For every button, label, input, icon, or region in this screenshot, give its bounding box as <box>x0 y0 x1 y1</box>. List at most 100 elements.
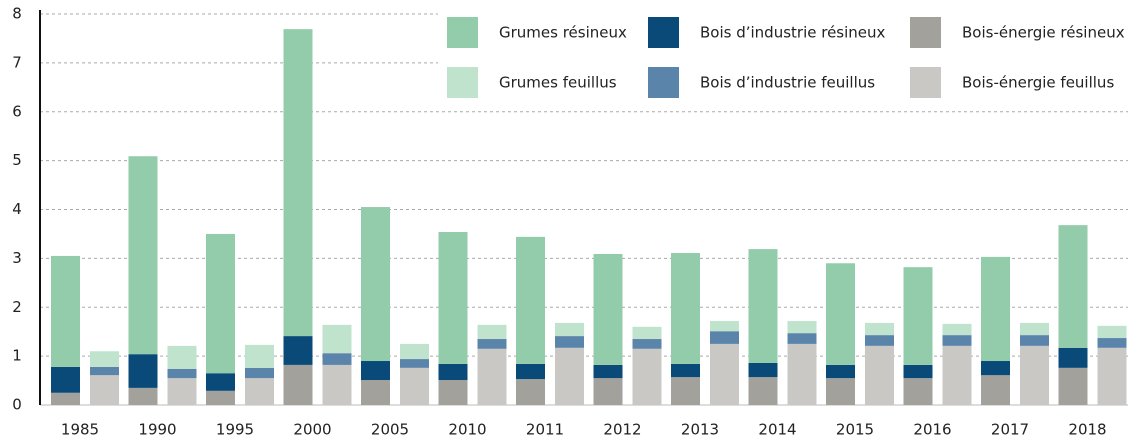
bar-segment <box>671 363 700 378</box>
bar-segment <box>903 267 933 365</box>
bar-segment <box>400 359 429 368</box>
y-tick-label: 5 <box>12 151 22 169</box>
bar-segment <box>748 377 778 405</box>
bar-segment <box>90 351 119 367</box>
bar-segment <box>1020 335 1049 346</box>
bar-segment <box>710 343 739 405</box>
y-tick-label: 8 <box>12 5 22 23</box>
bar-segment <box>128 387 158 405</box>
bar-segment <box>51 366 80 393</box>
x-tick-label: 1985 <box>61 421 99 439</box>
bar-segment <box>593 364 623 379</box>
bar-segment <box>555 347 584 405</box>
bar-segment <box>748 362 778 378</box>
bar-segment <box>90 375 119 405</box>
bar-segment <box>1097 325 1127 339</box>
bar-segment <box>90 366 119 376</box>
bar-segment <box>322 353 352 365</box>
x-tick-label: 1995 <box>216 421 254 439</box>
bar-segment <box>438 363 468 381</box>
bar-segment <box>981 375 1010 405</box>
bar-segment <box>593 253 623 365</box>
bar-segment <box>981 361 1010 376</box>
y-tick-label: 7 <box>12 53 22 71</box>
legend-label: Bois d’industrie résineux <box>700 24 886 42</box>
bar-segment <box>865 322 894 336</box>
bar-segment <box>942 335 972 346</box>
x-tick-label: 2017 <box>991 421 1029 439</box>
bar-segment <box>128 156 158 355</box>
legend-swatch <box>447 67 478 98</box>
bar-segment <box>710 320 739 332</box>
x-tick-label: 2000 <box>293 421 331 439</box>
bar-segment <box>128 354 158 388</box>
bar-segment <box>516 363 545 380</box>
bar-segment <box>206 390 235 405</box>
legend-swatch <box>910 17 941 48</box>
bar-segment <box>865 345 894 405</box>
bar-segment <box>826 378 855 405</box>
bar-segment <box>400 343 429 360</box>
bar-segment <box>1020 322 1049 336</box>
bar-segment <box>283 29 313 337</box>
legend-swatch <box>648 17 679 48</box>
bar-segment <box>710 331 739 344</box>
bar-segment <box>1058 367 1088 405</box>
bar-segment <box>361 380 390 405</box>
y-tick-label: 4 <box>12 200 22 218</box>
bar-segment <box>865 335 894 346</box>
x-tick-label: 2018 <box>1068 421 1106 439</box>
x-tick-label: 2016 <box>913 421 951 439</box>
bar-segment <box>206 233 235 374</box>
bar-segment <box>1097 347 1127 405</box>
bar-segment <box>671 252 700 364</box>
bar-segment <box>322 364 352 405</box>
bar-segment <box>748 249 778 363</box>
legend-label: Bois-énergie feuillus <box>962 74 1114 92</box>
bar-segment <box>1058 225 1088 348</box>
legend-background <box>438 8 1133 106</box>
bar-segment <box>1097 338 1127 348</box>
y-tick-label: 1 <box>12 347 22 365</box>
bar-segment <box>632 326 662 340</box>
legend-label: Bois d’industrie feuillus <box>700 74 875 92</box>
y-tick-label: 3 <box>12 249 22 267</box>
bar-segment <box>167 345 197 369</box>
y-tick-label: 6 <box>12 102 22 120</box>
legend-swatch <box>447 17 478 48</box>
bar-segment <box>632 348 662 405</box>
bar-segment <box>903 378 933 405</box>
bar-segment <box>477 348 507 405</box>
x-tick-label: 2011 <box>526 421 564 439</box>
legend-swatch <box>648 67 679 98</box>
bar-segment <box>51 392 80 405</box>
x-tick-label: 2012 <box>603 421 641 439</box>
bar-segment <box>167 378 197 405</box>
bar-segment <box>477 339 507 349</box>
bar-segment <box>1058 347 1088 368</box>
bar-segment <box>245 344 274 368</box>
bar-segment <box>555 336 584 348</box>
x-tick-label: 2014 <box>758 421 796 439</box>
bar-segment <box>981 256 1010 362</box>
y-tick-label: 2 <box>12 298 22 316</box>
bar-segment <box>787 320 817 334</box>
bar-segment <box>361 207 390 362</box>
bar-segment <box>51 255 80 367</box>
bar-segment <box>438 380 468 405</box>
bar-segment <box>632 339 662 349</box>
bar-segment <box>826 263 855 365</box>
bar-segment <box>245 378 274 405</box>
bar-segment <box>903 364 933 379</box>
legend-label: Grumes résineux <box>499 24 627 42</box>
bar-segment <box>942 323 972 336</box>
x-tick-label: 2015 <box>836 421 874 439</box>
legend-swatch <box>910 67 941 98</box>
legend-label: Bois-énergie résineux <box>962 24 1125 42</box>
bar-segment <box>787 343 817 405</box>
bar-segment <box>322 324 352 354</box>
y-tick-label: 0 <box>12 396 22 414</box>
bar-segment <box>516 379 545 405</box>
x-tick-label: 2013 <box>681 421 719 439</box>
